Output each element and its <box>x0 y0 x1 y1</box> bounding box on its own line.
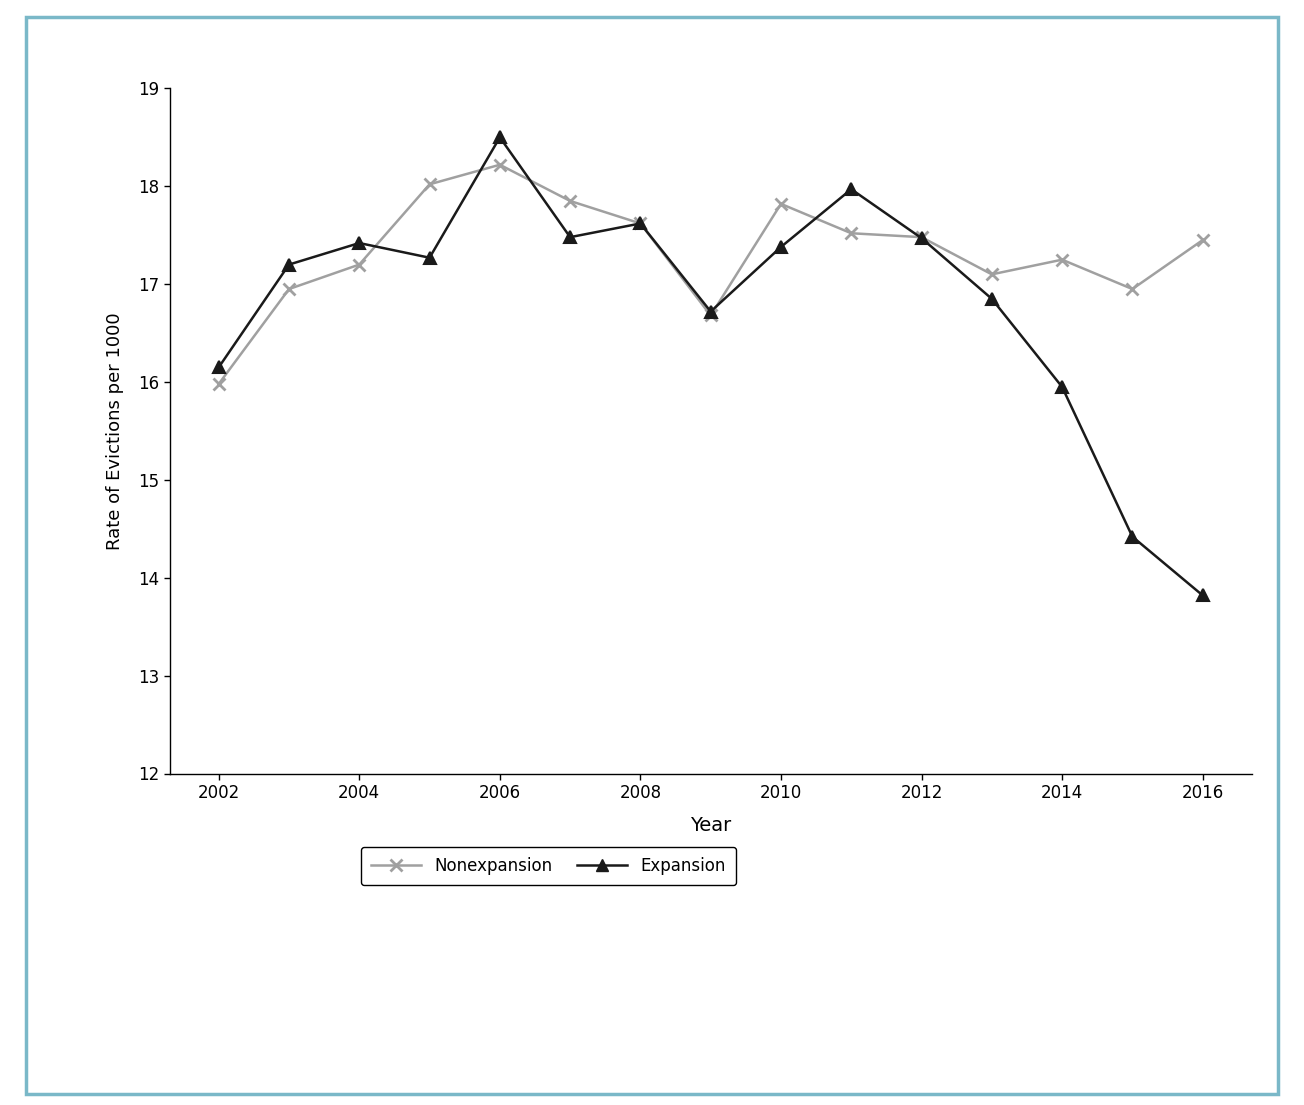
Nonexpansion <box>844 227 859 240</box>
Expansion <box>1194 589 1210 602</box>
Expansion <box>985 292 1000 305</box>
Nonexpansion <box>211 377 227 390</box>
Expansion <box>1054 380 1069 393</box>
Line: Expansion: Expansion <box>213 131 1209 601</box>
Nonexpansion <box>1194 233 1210 246</box>
Nonexpansion <box>985 267 1000 281</box>
Nonexpansion <box>632 217 648 230</box>
Y-axis label: Rate of Evictions per 1000: Rate of Evictions per 1000 <box>106 312 124 550</box>
Expansion <box>282 257 297 271</box>
Nonexpansion <box>914 231 930 244</box>
Expansion <box>773 240 789 253</box>
Expansion <box>632 217 648 230</box>
Nonexpansion <box>282 283 297 296</box>
Nonexpansion <box>703 308 719 322</box>
Nonexpansion <box>352 257 368 271</box>
Expansion <box>914 232 930 245</box>
Expansion <box>211 360 227 373</box>
Expansion <box>492 130 507 144</box>
Nonexpansion <box>421 178 437 191</box>
X-axis label: Year: Year <box>690 815 732 834</box>
Expansion <box>844 182 859 196</box>
Expansion <box>1124 530 1140 544</box>
Expansion <box>352 236 368 250</box>
Expansion <box>562 231 578 244</box>
Nonexpansion <box>1124 283 1140 296</box>
Expansion <box>703 305 719 318</box>
Expansion <box>421 251 437 264</box>
Nonexpansion <box>1054 253 1069 266</box>
Nonexpansion <box>492 158 507 171</box>
Nonexpansion <box>562 194 578 208</box>
Legend: Nonexpansion, Expansion: Nonexpansion, Expansion <box>361 848 735 885</box>
Nonexpansion <box>773 198 789 211</box>
Text: FIGURE 1—Trends in Rate of Evictions per 1000 Renter-Occupied Households in Medi: FIGURE 1—Trends in Rate of Evictions per… <box>82 977 987 1018</box>
Line: Nonexpansion: Nonexpansion <box>213 158 1209 390</box>
